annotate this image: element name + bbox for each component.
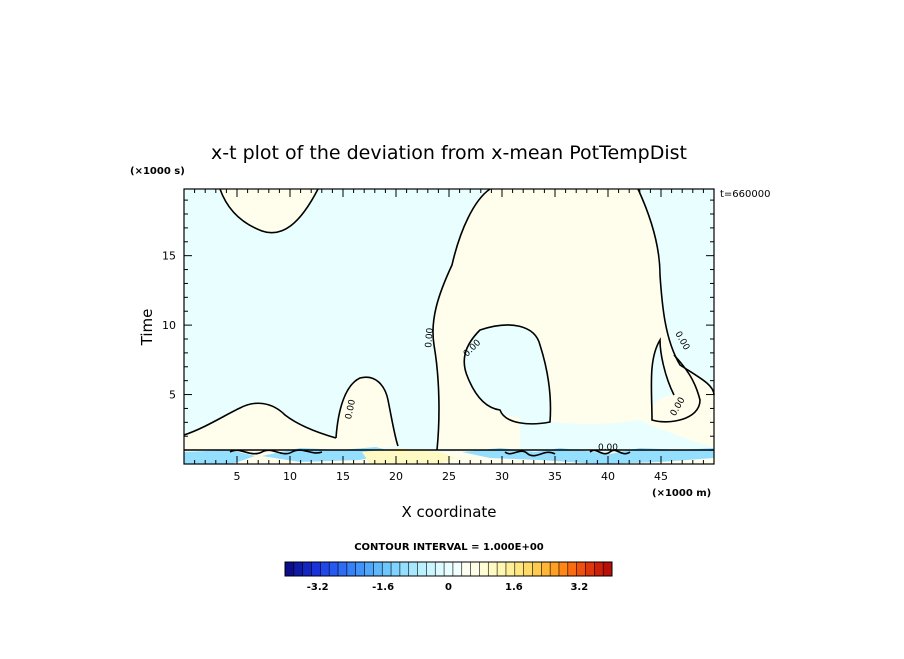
- colorbar-tick-label: 0: [445, 582, 452, 593]
- colorbar-cell: [505, 562, 516, 576]
- colorbar-cell: [408, 562, 418, 576]
- x-tick-label: 25: [442, 470, 456, 483]
- contour-label: 0.00: [598, 443, 618, 453]
- x-tick-label: 15: [336, 470, 350, 483]
- x-axis-label: X coordinate: [401, 503, 496, 521]
- colorbar-cell: [311, 562, 321, 576]
- contour-label: 0.00: [344, 398, 358, 420]
- colorbar-cell: [435, 562, 445, 576]
- colorbar-tick-label: -3.2: [307, 582, 329, 593]
- warm-region-small-dome: [336, 377, 398, 452]
- y-axis-label: Time: [138, 309, 156, 347]
- colorbar-tick-label: 1.6: [505, 582, 523, 593]
- colorbar-cell: [444, 562, 454, 576]
- colorbar-cell: [567, 562, 577, 576]
- colorbar-cell: [320, 562, 330, 576]
- colorbar-tick-label: 3.2: [570, 582, 588, 593]
- colorbar-cell: [532, 562, 542, 576]
- x-tick-label: 45: [654, 470, 668, 483]
- colorbar-tick-label: -1.6: [372, 582, 394, 593]
- warm-region-central-plume: [432, 189, 714, 452]
- contour-interval-label: CONTOUR INTERVAL = 1.000E+00: [354, 542, 544, 553]
- colorbar-cell: [470, 562, 480, 576]
- colorbar: [285, 562, 613, 576]
- colorbar-cell: [391, 562, 401, 576]
- zero-contours: [183, 188, 715, 457]
- contour-central-plume: [432, 188, 715, 451]
- x-tick-label: 30: [495, 470, 509, 483]
- colorbar-cell: [452, 562, 463, 576]
- contour-label: 0.00: [424, 327, 436, 348]
- x-axis-ticks: [194, 189, 704, 464]
- colorbar-cell: [338, 562, 348, 576]
- y-unit-label: (×1000 s): [130, 166, 185, 177]
- colorbar-cell: [541, 562, 551, 576]
- x-tick-label: 20: [389, 470, 403, 483]
- x-tick-label: 40: [601, 470, 615, 483]
- colorbar-cell: [364, 562, 374, 576]
- contour-small-dome: [335, 376, 399, 447]
- colorbar-cell: [514, 562, 524, 576]
- colorbar-cell: [399, 562, 410, 576]
- colorbar-cell: [523, 562, 533, 576]
- x-tick-label: 5: [234, 470, 241, 483]
- y-tick-label: 15: [162, 250, 176, 263]
- colorbar-cell: [426, 562, 436, 576]
- colorbar-cell: [346, 562, 357, 576]
- time-stamp: t=660000: [720, 189, 770, 200]
- contour-right-loop: [650, 337, 701, 423]
- chart-title: x-t plot of the deviation from x-mean Po…: [211, 142, 687, 164]
- contour-inner-loop: [463, 324, 552, 425]
- y-axis-ticks: [184, 199, 714, 451]
- colorbar-cell: [302, 562, 312, 576]
- colorbar-cell: [461, 562, 471, 576]
- colorbar-cell: [479, 562, 489, 576]
- contour-labels: 0.00 0.00 0.00 0.00 0.00 0.00: [344, 327, 691, 453]
- x-tick-label: 10: [283, 470, 297, 483]
- x-unit-label: (×1000 m): [652, 488, 711, 499]
- colorbar-cell: [417, 562, 427, 576]
- colorbar-cell: [293, 562, 303, 576]
- colorbar-cell: [497, 562, 507, 576]
- colorbar-cell: [550, 562, 560, 576]
- x-tick-labels: 5 10 15 20 25 30 35 40 45: [234, 470, 669, 483]
- contour-left-bump: [183, 402, 337, 439]
- colorbar-cell: [285, 562, 295, 576]
- colorbar-cell: [558, 562, 569, 576]
- colorbar-cell: [585, 562, 595, 576]
- colorbar-labels: -3.2 -1.6 0 1.6 3.2: [307, 582, 588, 593]
- warm-region-pocket: [468, 378, 520, 452]
- colorbar-cell: [594, 562, 604, 576]
- colorbar-frame: [284, 561, 613, 577]
- y-tick-label: 5: [169, 389, 176, 402]
- colorbar-cell: [373, 562, 383, 576]
- x-tick-label: 35: [548, 470, 562, 483]
- colorbar-cell: [488, 562, 498, 576]
- colorbar-cell: [576, 562, 586, 576]
- contour-bottom-wiggles: [229, 449, 631, 457]
- colorbar-cell: [355, 562, 365, 576]
- y-tick-labels: 5 10 15: [162, 250, 176, 402]
- colorbar-cell: [382, 562, 392, 576]
- warm-region-left-bump: [184, 403, 340, 452]
- colorbar-cell: [603, 562, 613, 576]
- colorbar-cell: [329, 562, 339, 576]
- y-tick-label: 10: [162, 319, 176, 332]
- contour-top-left: [219, 188, 319, 234]
